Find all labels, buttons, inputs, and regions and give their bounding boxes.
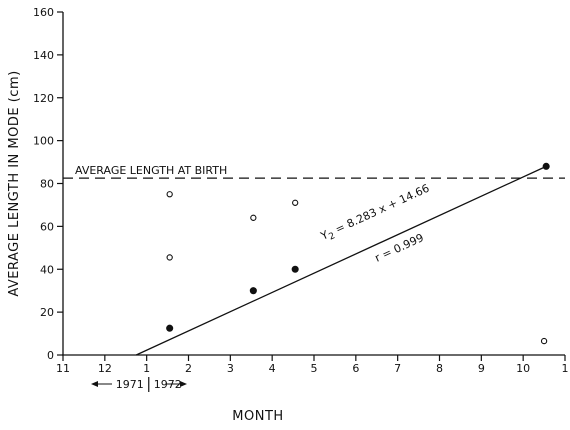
year-divider: 1971 1972 [91,377,187,392]
x-tick-label: 2 [185,362,192,375]
x-tick-label: 9 [478,362,485,375]
y-tick-label: 40 [40,263,54,276]
data-point-filled [291,265,299,273]
data-point-open [166,254,173,261]
x-tick-label: 1 [143,362,150,375]
x-tick-label: 1 [562,362,569,375]
x-tick-label: 4 [269,362,276,375]
y-tick-label: 100 [33,135,54,148]
data-point-open [292,199,299,206]
y-tick-label: 80 [40,178,54,191]
data-point-open [250,214,257,221]
reference-line-label: AVERAGE LENGTH AT BIRTH [75,164,227,177]
x-tick-label: 6 [352,362,359,375]
x-axis-title: MONTH [232,409,283,424]
x-tick-label: 12 [98,362,112,375]
x-tick-label: 11 [56,362,70,375]
x-tick-label: 5 [311,362,318,375]
left-arrow-icon [91,381,98,387]
y-tick-label: 160 [33,6,54,19]
x-tick-label: 8 [436,362,443,375]
year-before-label: 1971 [116,378,144,391]
data-point-open [166,191,173,198]
regression-line [135,165,547,356]
data-point-open [540,337,548,345]
correlation-label: r = 0.999 [373,231,426,265]
data-point-filled [166,324,174,332]
y-tick-label: 140 [33,49,54,62]
y-tick-label: 60 [40,220,54,233]
x-tick-label: 3 [227,362,234,375]
x-tick-label: 7 [394,362,401,375]
y-tick-label: 120 [33,92,54,105]
y-tick-label: 0 [47,349,54,362]
y-axis-title: AVERAGE LENGTH IN MODE (cm) [7,70,22,296]
regression-layer [135,165,547,356]
data-point-filled [249,287,257,295]
data-point-filled [542,162,550,170]
x-tick-label: 10 [516,362,530,375]
points-layer [166,162,550,345]
right-arrow-icon [180,381,187,387]
y-tick-label: 20 [40,306,54,319]
